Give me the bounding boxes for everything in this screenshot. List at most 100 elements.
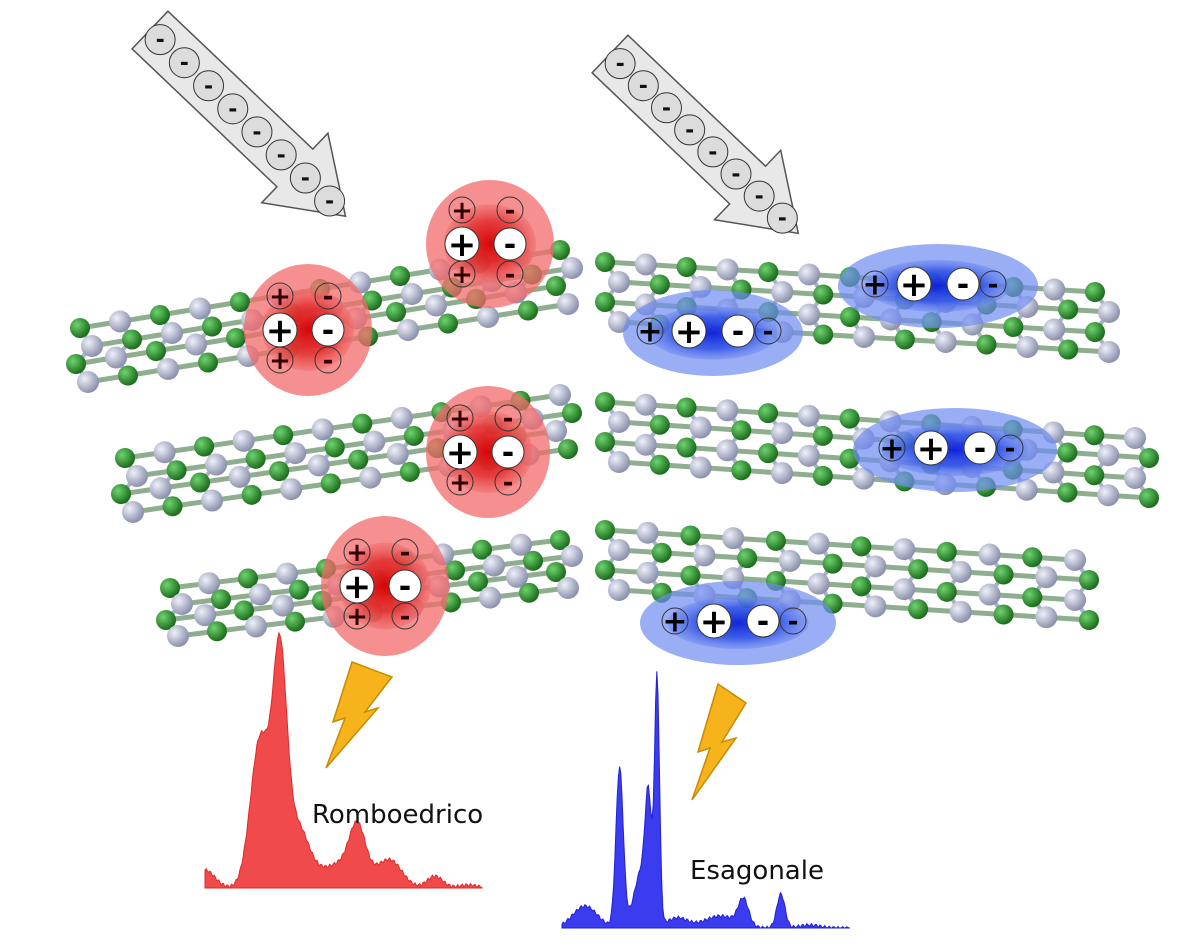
nitrogen-atom <box>167 625 189 647</box>
nitrogen-atom <box>797 444 820 467</box>
exciton-blue: + + - - <box>640 581 836 665</box>
boron-atom <box>523 550 543 571</box>
exciton-blue: + + - - <box>838 244 1038 328</box>
boron-atom <box>1079 570 1099 590</box>
boron-atom <box>518 300 538 321</box>
nitrogen-atom <box>249 583 271 606</box>
boron-atom <box>146 341 166 361</box>
nitrogen-atom <box>949 560 972 583</box>
nitrogen-atom <box>797 404 820 427</box>
svg-text:-: - <box>323 346 334 376</box>
nitrogen-atom <box>893 538 916 561</box>
nitrogen-atom <box>194 604 216 627</box>
svg-text:-: - <box>1005 434 1016 464</box>
boron-atom <box>198 352 218 373</box>
nitrogen-atom <box>477 306 499 328</box>
boron-atom <box>111 484 131 504</box>
boron-atom <box>324 437 345 458</box>
boron-atom <box>386 302 406 322</box>
boron-atom <box>851 576 872 597</box>
nitrogen-atom <box>689 416 712 439</box>
nitrogen-atom <box>401 283 423 305</box>
nitrogen-atom <box>634 433 657 456</box>
svg-text:+: + <box>266 311 295 351</box>
svg-text:-: - <box>616 52 625 77</box>
nitrogen-atom <box>425 294 447 317</box>
boron-atom <box>758 403 779 424</box>
boron-atom <box>676 397 697 418</box>
nitrogen-atom <box>161 322 183 344</box>
boron-atom <box>70 318 90 338</box>
boron-atom <box>1084 465 1105 486</box>
svg-text:-: - <box>323 282 334 312</box>
nitrogen-atom <box>978 543 1001 566</box>
svg-text:-: - <box>708 140 717 165</box>
boron-atom <box>993 604 1014 625</box>
nitrogen-atom <box>1097 444 1120 467</box>
boron-atom <box>190 472 211 493</box>
boron-atom <box>546 276 566 296</box>
nitrogen-atom <box>634 393 657 416</box>
boron-atom <box>399 461 420 482</box>
nitrogen-atom <box>798 263 821 286</box>
nitrogen-atom <box>276 562 298 585</box>
boron-atom <box>731 420 752 441</box>
boron-atom <box>156 610 176 630</box>
svg-text:+: + <box>346 602 368 632</box>
boron-atom <box>758 443 779 464</box>
nitrogen-atom <box>397 319 419 341</box>
svg-text:-: - <box>957 268 969 303</box>
nitrogen-atom <box>1098 301 1120 323</box>
nitrogen-atom <box>359 466 382 489</box>
svg-text:-: - <box>788 607 799 637</box>
nitrogen-atom <box>171 593 193 615</box>
boron-atom <box>765 530 786 551</box>
nitrogen-atom <box>1098 341 1120 363</box>
boron-atom <box>676 437 697 458</box>
boron-atom <box>550 240 570 260</box>
nitrogen-atom <box>1124 427 1146 449</box>
nitrogen-atom <box>549 384 571 406</box>
boron-atom <box>118 365 138 386</box>
nitrogen-atom <box>689 456 712 479</box>
boron-atom <box>993 564 1014 585</box>
nitrogen-atom <box>157 358 179 380</box>
nitrogen-atom <box>1016 336 1039 358</box>
boron-atom <box>472 539 492 560</box>
svg-text:-: - <box>685 118 694 143</box>
nitrogen-atom <box>864 595 887 618</box>
svg-text:-: - <box>503 468 514 498</box>
nitrogen-atom <box>228 465 251 488</box>
boron-atom <box>737 548 758 569</box>
nitrogen-atom <box>483 554 505 577</box>
nitrogen-atom <box>185 333 207 356</box>
svg-text:+: + <box>449 468 471 498</box>
exciton-blue: + + - - <box>623 290 803 376</box>
boron-atom <box>202 316 222 337</box>
nitrogen-atom <box>778 549 801 572</box>
svg-text:-: - <box>502 436 514 471</box>
boron-atom <box>731 460 752 481</box>
exciton-red: + -+ -+ - <box>426 386 550 518</box>
nitrogen-atom <box>1015 478 1038 501</box>
exciton-red: + -+ -+ - <box>321 516 449 656</box>
svg-text:-: - <box>639 74 648 99</box>
svg-text:-: - <box>252 120 261 145</box>
svg-text:+: + <box>451 260 473 290</box>
nitrogen-atom <box>557 577 579 599</box>
boron-atom <box>894 329 915 350</box>
boron-atom <box>289 579 309 600</box>
nitrogen-atom <box>557 293 579 315</box>
boron-atom <box>66 354 86 374</box>
nitrogen-atom <box>122 501 144 523</box>
nitrogen-atom <box>1097 484 1120 507</box>
svg-text:+: + <box>675 312 704 352</box>
svg-text:-: - <box>325 190 334 215</box>
boron-atom <box>1057 442 1078 463</box>
exciton-red: + -+ -+ - <box>426 180 554 308</box>
boron-atom <box>1079 610 1099 630</box>
nitrogen-atom <box>608 579 630 601</box>
svg-text:-: - <box>505 196 516 226</box>
svg-text:-: - <box>503 404 514 434</box>
svg-text:+: + <box>662 605 687 640</box>
